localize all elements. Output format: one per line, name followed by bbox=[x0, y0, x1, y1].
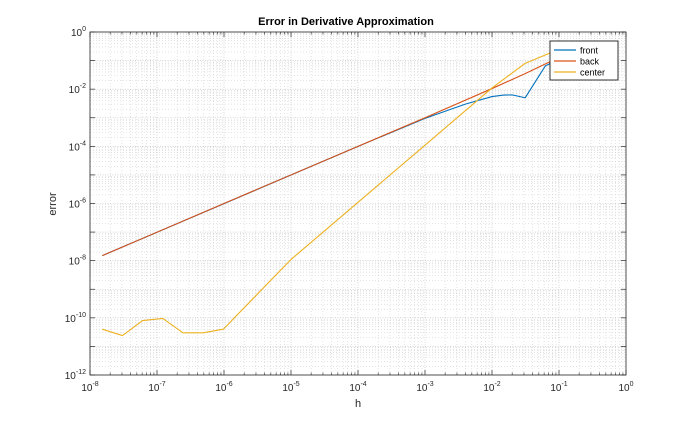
ticks-layer bbox=[89, 31, 627, 376]
y-tick-exponent: -10 bbox=[76, 312, 86, 319]
y-tick-base: 10 bbox=[69, 200, 81, 211]
x-tick-label: 100 bbox=[618, 381, 633, 394]
y-tick-label: 10-2 bbox=[69, 83, 86, 96]
series-line-back bbox=[102, 56, 560, 257]
x-tick-label: 10-5 bbox=[282, 381, 299, 394]
legend-label-back: back bbox=[580, 57, 600, 67]
x-tick-labels: 10-8 10-7 10-6 10-5 10-4 10-3 10-2 10-1 100 bbox=[81, 381, 633, 394]
x-tick-exponent: -7 bbox=[159, 381, 165, 388]
x-tick-exponent: -4 bbox=[360, 381, 366, 388]
x-tick-exponent: -5 bbox=[293, 381, 299, 388]
y-tick-base: 10 bbox=[69, 257, 81, 268]
y-tick-label: 10-12 bbox=[65, 369, 86, 382]
y-tick-base: 10 bbox=[69, 142, 81, 153]
x-tick-base: 10 bbox=[282, 383, 294, 394]
y-tick-label: 10-4 bbox=[69, 140, 86, 153]
x-tick-label: 10-3 bbox=[416, 381, 433, 394]
x-tick-exponent: -3 bbox=[427, 381, 433, 388]
y-tick-exponent: -2 bbox=[80, 83, 86, 90]
x-tick-base: 10 bbox=[483, 383, 495, 394]
y-tick-exponent: 0 bbox=[82, 26, 86, 33]
x-tick-base: 10 bbox=[349, 383, 361, 394]
y-tick-exponent: -6 bbox=[80, 198, 86, 205]
y-tick-label: 100 bbox=[71, 26, 86, 39]
series-layer bbox=[102, 48, 560, 337]
y-tick-exponent: -4 bbox=[80, 140, 86, 147]
series-line-center bbox=[102, 48, 560, 337]
x-tick-base: 10 bbox=[550, 383, 562, 394]
y-tick-exponent: -12 bbox=[76, 369, 86, 376]
legend-label-center: center bbox=[580, 68, 605, 78]
x-tick-exponent: -2 bbox=[494, 381, 500, 388]
x-tick-exponent: -1 bbox=[561, 381, 567, 388]
y-tick-label: 10-10 bbox=[65, 312, 86, 325]
x-tick-base: 10 bbox=[81, 383, 93, 394]
y-axis-label: error bbox=[47, 192, 59, 216]
x-tick-label: 10-4 bbox=[349, 381, 366, 394]
x-tick-exponent: -6 bbox=[226, 381, 232, 388]
x-tick-base: 10 bbox=[148, 383, 160, 394]
y-tick-base: 10 bbox=[69, 85, 81, 96]
legend-label-front: front bbox=[580, 46, 599, 56]
x-tick-exponent: -8 bbox=[92, 381, 98, 388]
x-tick-label: 10-2 bbox=[483, 381, 500, 394]
x-tick-label: 10-1 bbox=[550, 381, 567, 394]
x-tick-base: 10 bbox=[215, 383, 227, 394]
x-tick-exponent: 0 bbox=[630, 381, 634, 388]
chart-title: Error in Derivative Approximation bbox=[258, 16, 434, 28]
x-tick-base: 10 bbox=[416, 383, 428, 394]
x-tick-label: 10-7 bbox=[148, 381, 165, 394]
y-tick-base: 10 bbox=[65, 371, 77, 382]
x-tick-label: 10-8 bbox=[81, 381, 98, 394]
x-tick-base: 10 bbox=[618, 383, 630, 394]
y-tick-label: 10-6 bbox=[69, 198, 86, 211]
y-tick-base: 10 bbox=[71, 28, 83, 39]
y-tick-label: 10-8 bbox=[69, 255, 86, 268]
x-axis-label: h bbox=[355, 398, 361, 410]
y-tick-exponent: -8 bbox=[80, 255, 86, 262]
y-tick-base: 10 bbox=[65, 314, 77, 325]
x-tick-label: 10-6 bbox=[215, 381, 232, 394]
